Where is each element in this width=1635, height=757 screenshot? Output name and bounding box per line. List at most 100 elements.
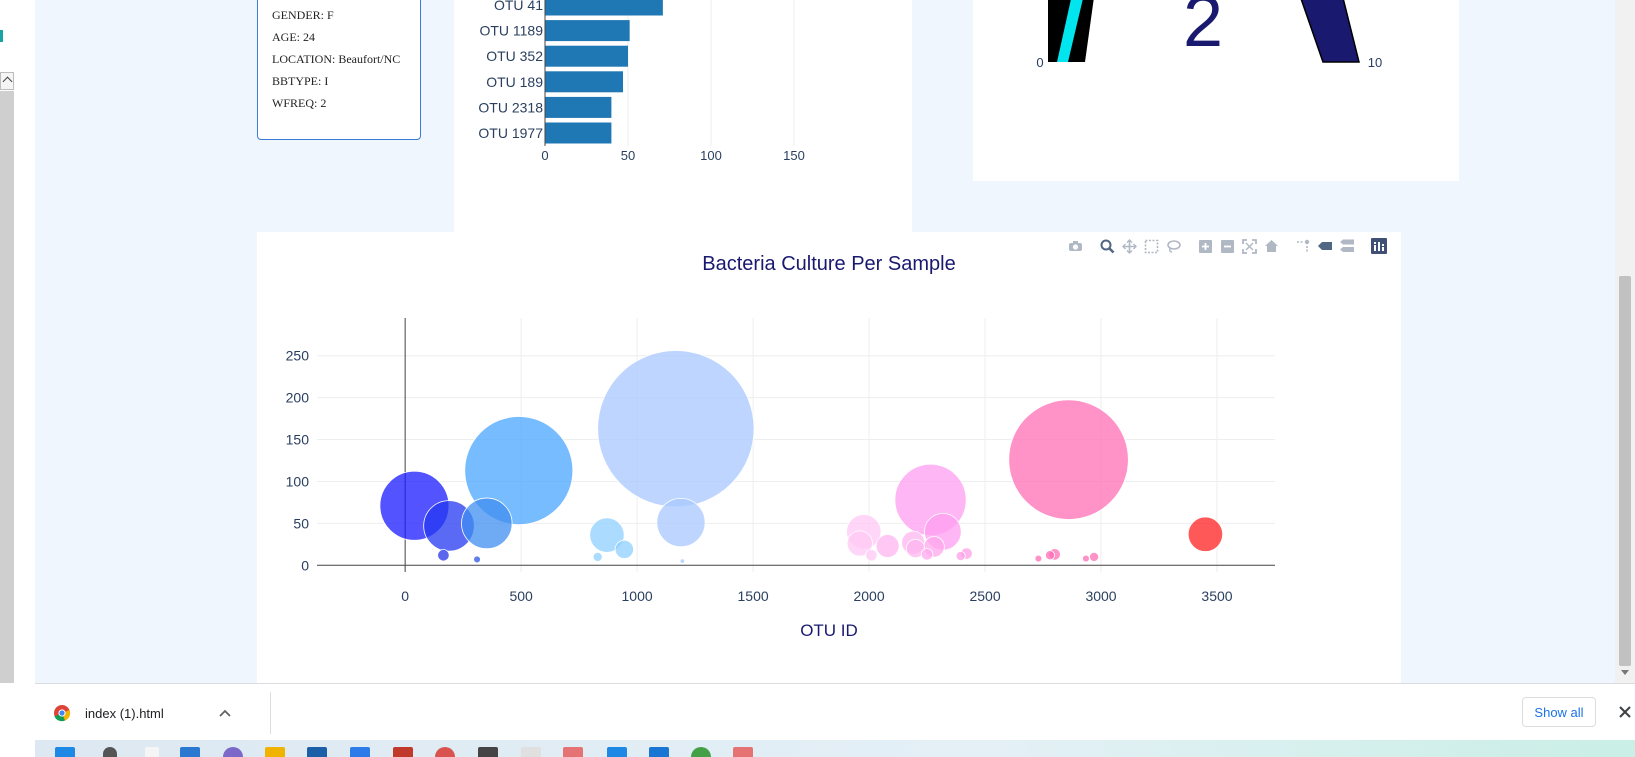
bubble-chart-panel: Bacteria Culture Per Sample OTU ID 0 50 10…: [257, 232, 1401, 683]
bubble[interactable]: [1044, 550, 1055, 561]
download-bar: index (1).html Show all: [35, 683, 1635, 741]
vscode-icon[interactable]: [607, 747, 627, 757]
bar[interactable]: [545, 45, 628, 67]
box-select-icon[interactable]: [1141, 236, 1161, 256]
chrome-taskbar-icon[interactable]: [435, 747, 455, 757]
bubble[interactable]: [1187, 516, 1224, 552]
bubble[interactable]: [679, 558, 686, 564]
left-scroll-track: [0, 91, 14, 683]
y-tick-label: 50: [293, 515, 309, 531]
bar-x-tick: 0: [541, 148, 548, 163]
accent-marker: [0, 30, 3, 42]
x-tick-label: 1500: [738, 588, 769, 604]
gauge-right-arc: [1300, 0, 1360, 63]
autoscale-icon[interactable]: [1239, 236, 1259, 256]
bubble[interactable]: [589, 517, 625, 553]
x-tick-label: 2500: [969, 588, 1000, 604]
chart-title: Bacteria Culture Per Sample: [702, 253, 955, 275]
pencil-icon[interactable]: [563, 747, 583, 757]
store-icon[interactable]: [307, 747, 327, 757]
app-icon[interactable]: [521, 747, 541, 757]
bubble[interactable]: [1034, 554, 1043, 563]
green-app-icon[interactable]: [691, 747, 711, 757]
calendar-icon[interactable]: [649, 747, 669, 757]
zoom-icon[interactable]: [1097, 236, 1117, 256]
os-taskbar: [35, 740, 1635, 757]
demo-gender: GENDER: F: [272, 8, 334, 22]
chevron-up-icon[interactable]: [218, 708, 232, 718]
close-icon[interactable]: [1613, 700, 1635, 724]
paint-icon[interactable]: [733, 747, 753, 757]
bubble[interactable]: [473, 555, 481, 564]
camera-icon[interactable]: [1065, 236, 1085, 256]
file-icon[interactable]: [145, 747, 159, 757]
x-tick-label: 3000: [1085, 588, 1116, 604]
gauge-needle-band: [1057, 0, 1083, 62]
page-scrollbar[interactable]: [1615, 0, 1635, 683]
bar[interactable]: [545, 0, 663, 16]
terminal-icon[interactable]: [478, 747, 498, 757]
bubble[interactable]: [1082, 554, 1090, 563]
plotly-logo-icon[interactable]: [1369, 236, 1389, 256]
bar[interactable]: [545, 122, 612, 144]
office-icon[interactable]: [393, 747, 413, 757]
y-tick-label: 100: [286, 473, 310, 489]
folder-icon[interactable]: [265, 747, 285, 757]
bubble[interactable]: [461, 497, 513, 550]
bar-x-tick: 50: [621, 148, 635, 163]
gauge-value: 2: [1183, 0, 1223, 62]
bubble[interactable]: [437, 549, 450, 562]
show-all-button[interactable]: Show all: [1522, 697, 1596, 727]
bubble[interactable]: [614, 539, 634, 559]
bar[interactable]: [545, 96, 612, 118]
scroll-down-arrow-icon[interactable]: [1621, 670, 1629, 675]
demo-wfreq: WFREQ: 2: [272, 96, 327, 110]
bubble[interactable]: [592, 551, 603, 562]
y-tick-label: 250: [286, 348, 310, 364]
bar-chart-svg: 0 50 100 150 OTU 41 OTU 1189 OTU 352 OTU 189 OTU…: [478, 0, 805, 163]
bubble[interactable]: [846, 530, 873, 557]
dashboard-page: GENDER: F AGE: 24 LOCATION: Beaufort/NC …: [35, 0, 1615, 683]
bubble[interactable]: [920, 548, 934, 561]
top-otu-bar-chart: 0 50 100 150 OTU 41 OTU 1189 OTU 352 OTU 189 OTU…: [454, 0, 912, 232]
scroll-up-button[interactable]: [0, 72, 14, 90]
hover-compare-icon[interactable]: [1337, 236, 1357, 256]
gauge-max-label: 10: [1368, 55, 1382, 70]
x-tick-label: 500: [509, 588, 533, 604]
pan-icon[interactable]: [1119, 236, 1139, 256]
bubble[interactable]: [955, 551, 966, 562]
bar-y-tick: OTU 189: [486, 74, 543, 90]
zoom-out-icon[interactable]: [1217, 236, 1237, 256]
task-view-icon[interactable]: [180, 747, 200, 757]
lasso-icon[interactable]: [1163, 236, 1183, 256]
bar-y-tick: OTU 1977: [478, 125, 543, 141]
reset-axes-icon[interactable]: [1261, 236, 1281, 256]
search-icon[interactable]: [103, 747, 117, 757]
scrollbar-thumb[interactable]: [1619, 276, 1631, 666]
demo-bbtype: BBTYPE: I: [272, 74, 329, 88]
bubble[interactable]: [1089, 551, 1100, 562]
left-browser-strip: [0, 0, 36, 683]
bubble[interactable]: [597, 350, 755, 508]
bubble[interactable]: [1008, 399, 1129, 520]
bar[interactable]: [545, 20, 630, 42]
teams-icon[interactable]: [223, 747, 243, 757]
bubble[interactable]: [875, 534, 900, 558]
zoom-in-icon[interactable]: [1195, 236, 1215, 256]
x-axis-label: OTU ID: [800, 621, 858, 640]
plotly-modebar: [1063, 236, 1389, 256]
spike-lines-icon[interactable]: [1293, 236, 1313, 256]
bubble[interactable]: [905, 538, 926, 559]
demo-age: AGE: 24: [272, 30, 315, 44]
download-item[interactable]: index (1).html: [53, 698, 283, 728]
bubble[interactable]: [865, 549, 878, 562]
bar[interactable]: [545, 71, 624, 93]
bubble[interactable]: [464, 416, 574, 526]
mail-icon[interactable]: [350, 747, 370, 757]
bar-y-tick: OTU 352: [486, 48, 543, 64]
hover-closest-icon[interactable]: [1315, 236, 1335, 256]
bubble[interactable]: [656, 497, 706, 548]
start-icon[interactable]: [55, 747, 75, 757]
download-file-name: index (1).html: [85, 705, 164, 721]
bubble-chart-svg: Bacteria Culture Per Sample OTU ID 0 50 10…: [286, 253, 1275, 640]
